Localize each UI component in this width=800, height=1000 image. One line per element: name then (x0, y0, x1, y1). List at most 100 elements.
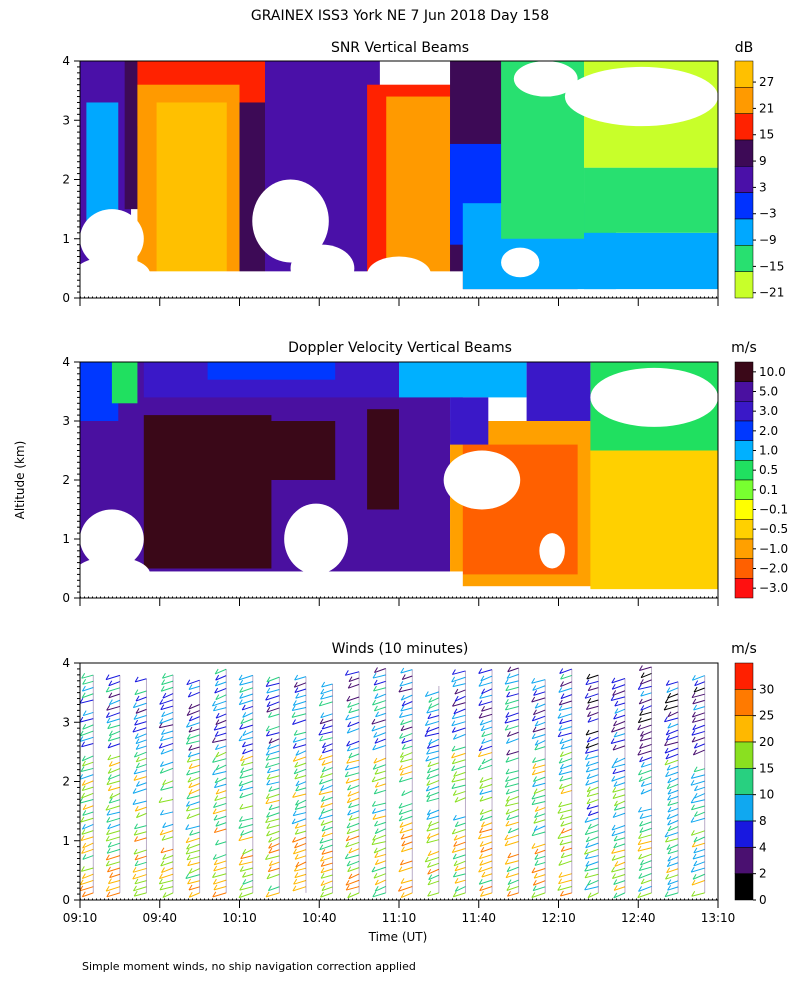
wind-barb (561, 854, 572, 859)
wind-barb (345, 841, 360, 848)
wind-barb-flag (188, 782, 193, 788)
wind-barb (374, 693, 386, 700)
wind-barb (265, 799, 280, 805)
wind-barb (667, 693, 679, 699)
wind-barb (531, 831, 546, 837)
wind-barb (266, 830, 280, 837)
wind-barb (453, 708, 466, 715)
wind-barb (534, 746, 546, 751)
wind-barb (611, 825, 626, 831)
colorbar-label: 25 (759, 709, 774, 723)
wind-barb (639, 756, 652, 763)
wind-barb-flag (238, 892, 243, 898)
wind-barb (320, 856, 333, 862)
wind-barb-flag (293, 730, 298, 736)
wind-barb (186, 722, 200, 728)
wind-barb (238, 824, 253, 829)
wind-barb-flag (212, 808, 217, 815)
wind-barb (346, 822, 360, 829)
wind-barb-flag (611, 775, 616, 782)
wind-barb (584, 848, 599, 855)
wind-barb-flag (613, 804, 618, 811)
wind-barb-flag (640, 878, 645, 885)
wind-barb (80, 718, 94, 723)
wind-barb-flag (82, 842, 87, 849)
wind-barb-flag (452, 790, 457, 796)
wind-barb (559, 783, 572, 790)
wind-barb (82, 780, 94, 786)
wind-barb-flag (398, 686, 403, 693)
plot-area (80, 665, 706, 899)
wind-barb-flag (266, 779, 271, 786)
wind-barb (136, 757, 147, 763)
y-tick-label: 4 (62, 656, 70, 670)
wind-barb (269, 861, 280, 867)
wind-barb-flag (586, 736, 591, 743)
wind-barb-flag (557, 885, 562, 891)
wind-barb-flag (478, 878, 483, 885)
wind-barb (318, 755, 333, 761)
wind-barb (480, 675, 493, 682)
wind-barb (107, 743, 121, 749)
wind-barb-flag (81, 780, 86, 786)
wind-barb-flag (107, 735, 112, 742)
wind-barb (640, 672, 652, 679)
missing-data-blob (80, 209, 144, 269)
wind-barb (240, 855, 253, 860)
wind-barb (293, 768, 307, 775)
wind-barb-flag (504, 859, 509, 865)
wind-barb (212, 892, 227, 898)
wind-barb-flag (504, 698, 509, 705)
field-region (156, 102, 227, 281)
wind-barb (347, 791, 360, 797)
wind-barb (239, 687, 253, 693)
wind-barb (426, 726, 440, 733)
wind-barb (638, 718, 652, 724)
wind-barb-flag (214, 668, 219, 675)
wind-barb (214, 860, 227, 866)
wind-profile (344, 670, 360, 899)
wind-barb-flag (506, 814, 511, 821)
wind-barb-flag (134, 733, 139, 739)
wind-barb-flag (506, 691, 511, 698)
wind-barb (109, 699, 121, 706)
wind-barb-flag (107, 823, 112, 830)
wind-barb (80, 767, 94, 772)
wind-barb-flag (266, 701, 271, 707)
wind-barb (161, 686, 174, 692)
x-tick-label: 09:10 (63, 911, 98, 925)
wind-barb (586, 805, 599, 810)
wind-barb-flag (82, 810, 87, 816)
wind-barb (215, 790, 227, 795)
wind-barb-flag (108, 699, 113, 705)
wind-barb-flag (665, 680, 670, 686)
wind-barb-flag (558, 783, 563, 790)
wind-barb-flag (533, 690, 538, 696)
wind-barb-flag (481, 738, 486, 744)
wind-barb (584, 886, 599, 891)
wind-barb-flag (424, 691, 429, 697)
wind-barb-flag (239, 687, 244, 693)
wind-barb (559, 841, 572, 846)
wind-barb (267, 769, 280, 774)
colorbar-label: 20 (759, 735, 774, 749)
wind-barb-flag (454, 886, 459, 892)
wind-barb (691, 880, 705, 886)
wind-barb (614, 800, 626, 807)
wind-barb (214, 687, 227, 694)
colorbar-label: 5.0 (759, 385, 778, 399)
wind-barb-flag (559, 751, 564, 757)
wind-barb (693, 861, 705, 867)
wind-barb-flag (266, 687, 271, 694)
wind-barb (268, 843, 280, 849)
wind-barb-flag (346, 757, 351, 764)
wind-barb (268, 787, 280, 792)
wind-barb-flag (453, 771, 458, 777)
wind-barb (238, 737, 253, 742)
colorbar-swatch (734, 361, 754, 382)
wind-barb (453, 835, 466, 841)
wind-barb (82, 680, 94, 685)
wind-barb-flag (105, 804, 110, 811)
wind-barb (534, 721, 546, 727)
wind-barb-flag (106, 705, 111, 711)
